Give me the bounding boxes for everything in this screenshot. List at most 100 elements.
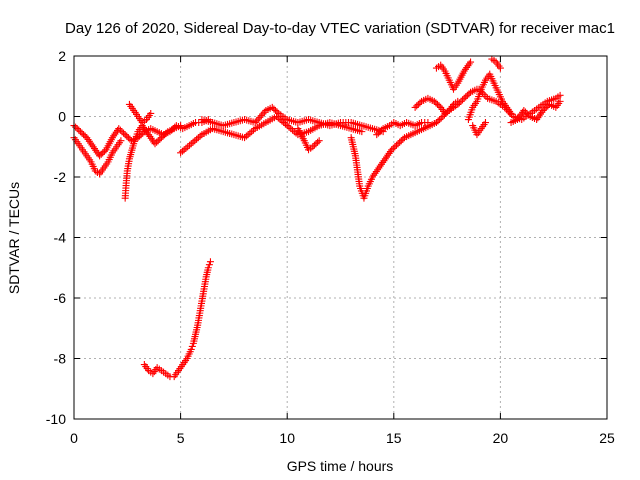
data-point <box>259 110 267 118</box>
series-track-f <box>177 113 366 157</box>
x-tick-label: 0 <box>70 430 78 446</box>
y-axis-title: SDTVAR / TECUs <box>6 182 22 294</box>
data-point <box>539 106 547 114</box>
data-point <box>432 119 440 127</box>
series-track-l <box>432 58 475 93</box>
series-track-c <box>121 122 185 202</box>
data-point <box>99 149 107 157</box>
data-point <box>196 132 204 140</box>
data-point <box>436 116 444 124</box>
data-point <box>373 131 381 139</box>
data-point <box>120 129 128 137</box>
data-point <box>100 147 108 155</box>
data-point <box>156 135 164 143</box>
data-point <box>312 140 320 148</box>
data-point <box>283 122 291 130</box>
data-point <box>374 129 382 137</box>
data-point <box>496 64 504 72</box>
data-point <box>430 97 438 105</box>
data-marks <box>70 55 564 381</box>
data-point <box>432 99 440 107</box>
data-point <box>257 112 265 120</box>
data-point <box>411 103 419 111</box>
data-point <box>161 131 169 139</box>
data-point <box>96 152 104 160</box>
data-point <box>278 117 286 125</box>
y-tick-label: -10 <box>46 411 66 427</box>
data-point <box>205 261 213 269</box>
data-point <box>523 109 531 117</box>
data-point <box>187 140 195 148</box>
data-point <box>121 131 129 139</box>
series-track-k <box>411 94 462 117</box>
data-point <box>116 126 124 134</box>
data-point <box>310 141 318 149</box>
data-point <box>251 119 259 127</box>
data-point <box>454 97 462 105</box>
series-track-i <box>347 85 481 202</box>
data-point <box>115 125 123 133</box>
data-point <box>162 129 170 137</box>
data-point <box>271 106 279 114</box>
data-point <box>378 126 386 134</box>
data-point <box>177 149 185 157</box>
axis-ticks <box>73 55 608 420</box>
data-point <box>541 105 549 113</box>
data-point <box>97 150 105 158</box>
data-point <box>124 134 132 142</box>
data-point <box>414 100 422 108</box>
series-track-q <box>507 97 564 127</box>
data-point <box>137 131 145 139</box>
data-point <box>463 91 471 99</box>
data-point <box>157 134 165 142</box>
data-point <box>413 102 421 110</box>
data-point <box>315 137 323 145</box>
x-axis-title: GPS time / hours <box>287 458 394 474</box>
data-point <box>465 90 473 98</box>
data-point <box>154 137 162 145</box>
data-point <box>392 141 400 149</box>
data-point <box>437 114 445 122</box>
data-point <box>246 129 254 137</box>
data-point <box>424 119 432 127</box>
data-point <box>117 137 125 145</box>
x-tick-label: 10 <box>279 430 295 446</box>
data-point <box>556 97 564 105</box>
data-point <box>73 125 81 133</box>
data-point <box>434 117 442 125</box>
data-point <box>72 123 80 131</box>
data-point <box>399 135 407 143</box>
data-point <box>280 119 288 127</box>
data-point <box>270 105 278 113</box>
data-point <box>520 106 528 114</box>
y-tick-label: 2 <box>58 48 66 64</box>
data-point <box>389 144 397 152</box>
data-point <box>434 100 442 108</box>
data-point <box>396 138 404 146</box>
data-point <box>80 131 88 139</box>
data-point <box>180 146 188 154</box>
data-point <box>123 132 131 140</box>
data-point <box>542 103 550 111</box>
data-point <box>256 113 264 121</box>
data-point <box>188 342 196 350</box>
data-point <box>281 120 289 128</box>
data-point <box>459 96 467 104</box>
data-point <box>289 126 297 134</box>
y-tick-label: -8 <box>54 351 67 367</box>
data-point <box>435 102 443 110</box>
data-point <box>376 128 384 136</box>
data-point <box>309 143 317 151</box>
data-point <box>194 134 202 142</box>
data-point <box>260 108 268 116</box>
data-point <box>153 138 161 146</box>
data-point <box>242 132 250 140</box>
data-point <box>290 128 298 136</box>
x-tick-label: 25 <box>599 430 615 446</box>
data-point <box>556 91 564 99</box>
data-point <box>467 58 475 66</box>
data-point <box>273 108 281 116</box>
series-track-e <box>140 258 214 381</box>
data-point <box>285 123 293 131</box>
data-point <box>147 109 155 117</box>
